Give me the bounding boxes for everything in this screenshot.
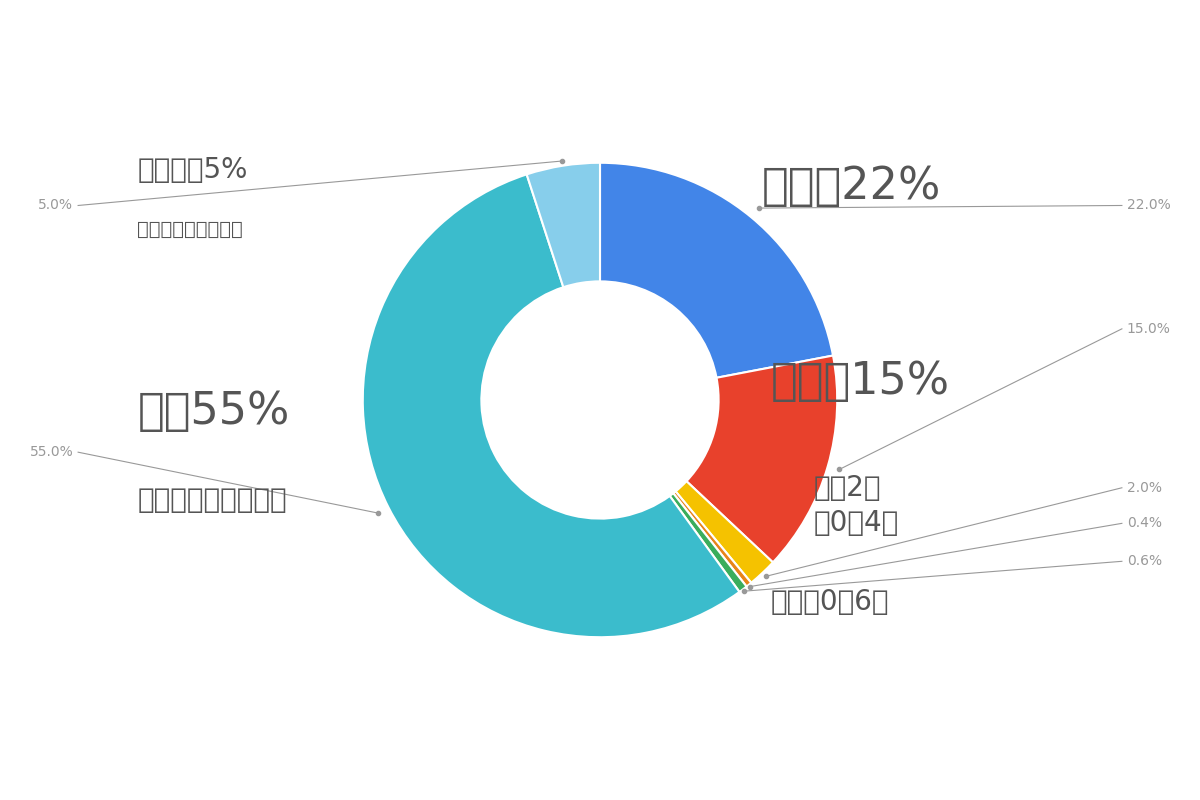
Text: 洗濯的15%: 洗濯的15% [770, 359, 950, 402]
Wedge shape [686, 355, 838, 562]
Text: カーテン5%: カーテン5% [138, 156, 247, 184]
Text: （換気による侵入）: （換気による侵入） [138, 486, 287, 514]
Text: 2.0%: 2.0% [1127, 481, 1162, 494]
Text: （換気による侵入）: （換気による侵入） [138, 220, 244, 238]
Wedge shape [676, 481, 773, 582]
Text: 55.0%: 55.0% [30, 445, 73, 459]
Wedge shape [600, 162, 833, 378]
Text: その他0．6％: その他0．6％ [770, 588, 889, 616]
Text: 0.4%: 0.4% [1127, 516, 1162, 530]
Text: 22.0%: 22.0% [1127, 198, 1170, 213]
Wedge shape [670, 494, 746, 592]
Text: 15.0%: 15.0% [1127, 322, 1170, 336]
Text: 髪0．4％: 髪0．4％ [814, 510, 899, 538]
Text: 5.0%: 5.0% [38, 198, 73, 213]
Text: 幊面55%: 幊面55% [138, 390, 289, 434]
Wedge shape [362, 174, 739, 638]
Text: ふとら22%: ふとら22% [761, 165, 941, 208]
Text: 衣服2％: 衣服2％ [814, 474, 881, 502]
Wedge shape [673, 491, 751, 586]
Wedge shape [527, 162, 600, 287]
Text: 0.6%: 0.6% [1127, 554, 1162, 568]
